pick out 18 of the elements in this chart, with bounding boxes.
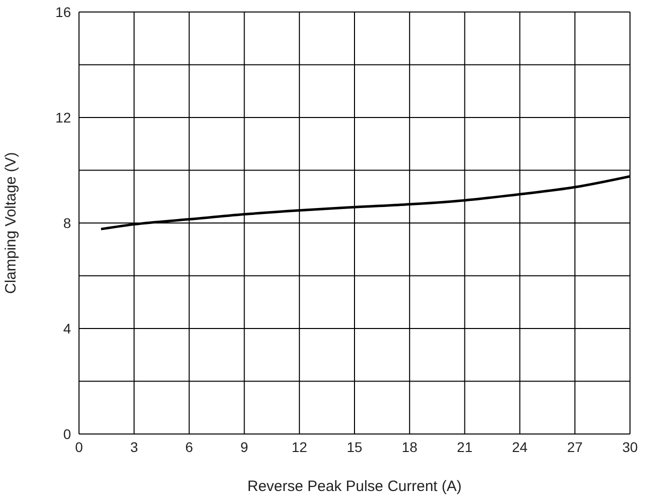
x-tick-label: 18 [402, 438, 418, 455]
x-tick-label: 0 [75, 438, 84, 455]
x-axis-title: Reverse Peak Pulse Current (A) [247, 478, 462, 495]
y-tick-label: 12 [55, 109, 72, 126]
y-tick-label: 4 [63, 320, 72, 336]
x-tick-label: 12 [292, 438, 308, 455]
y-tick-label: 8 [63, 214, 72, 231]
x-tick-label: 15 [346, 438, 362, 455]
x-tick-label: 9 [240, 438, 248, 455]
y-tick-label: 16 [55, 4, 72, 20]
x-tick-label: 21 [456, 438, 473, 455]
x-tick-label: 3 [130, 438, 138, 455]
x-tick-label: 6 [185, 438, 194, 455]
x-tick-label: 24 [512, 438, 528, 455]
x-tick-label: 30 [622, 438, 638, 455]
y-axis-title: Clamping Voltage (V) [2, 152, 20, 294]
x-tick-label: 27 [567, 438, 583, 455]
y-tick-label: 0 [63, 426, 72, 442]
